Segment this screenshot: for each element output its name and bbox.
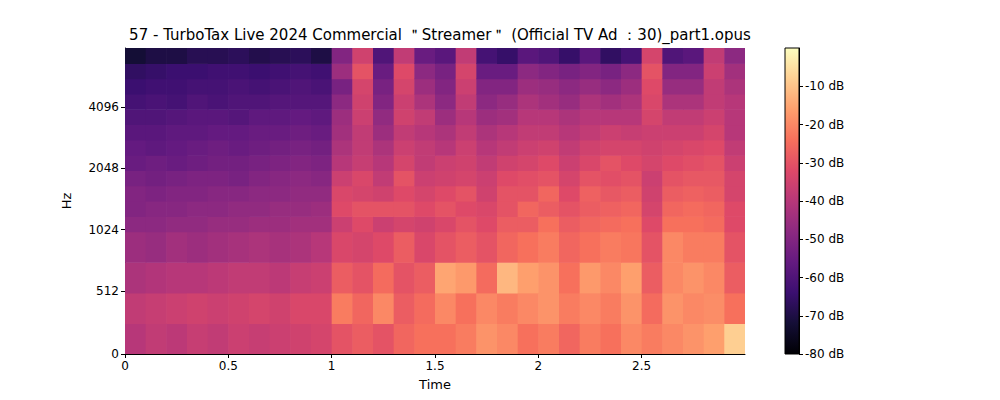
svg-text:1.5: 1.5 — [425, 359, 444, 373]
svg-text:2.5: 2.5 — [632, 359, 651, 373]
svg-text:-40 dB: -40 dB — [805, 194, 844, 208]
svg-text:-30 dB: -30 dB — [805, 156, 844, 170]
svg-text:0: 0 — [121, 359, 129, 373]
svg-text:0.5: 0.5 — [219, 359, 238, 373]
svg-text:-80 dB: -80 dB — [805, 347, 844, 361]
svg-text:57 - TurboTax Live 2024 Commer: 57 - TurboTax Live 2024 Commercial ＂Stre… — [129, 26, 751, 45]
svg-text:512: 512 — [96, 284, 119, 298]
svg-text:-70 dB: -70 dB — [805, 309, 844, 323]
svg-text:2: 2 — [535, 359, 543, 373]
svg-text:2048: 2048 — [88, 161, 119, 175]
svg-text:-60 dB: -60 dB — [805, 271, 844, 285]
svg-text:-20 dB: -20 dB — [805, 118, 844, 132]
svg-text:1024: 1024 — [88, 223, 119, 237]
svg-text:4096: 4096 — [88, 100, 119, 114]
svg-text:-50 dB: -50 dB — [805, 232, 844, 246]
svg-text:1: 1 — [328, 359, 336, 373]
svg-text:Time: Time — [418, 377, 451, 392]
svg-text:0: 0 — [111, 347, 119, 361]
svg-text:-10 dB: -10 dB — [805, 79, 844, 93]
svg-text:Hz: Hz — [59, 193, 74, 210]
